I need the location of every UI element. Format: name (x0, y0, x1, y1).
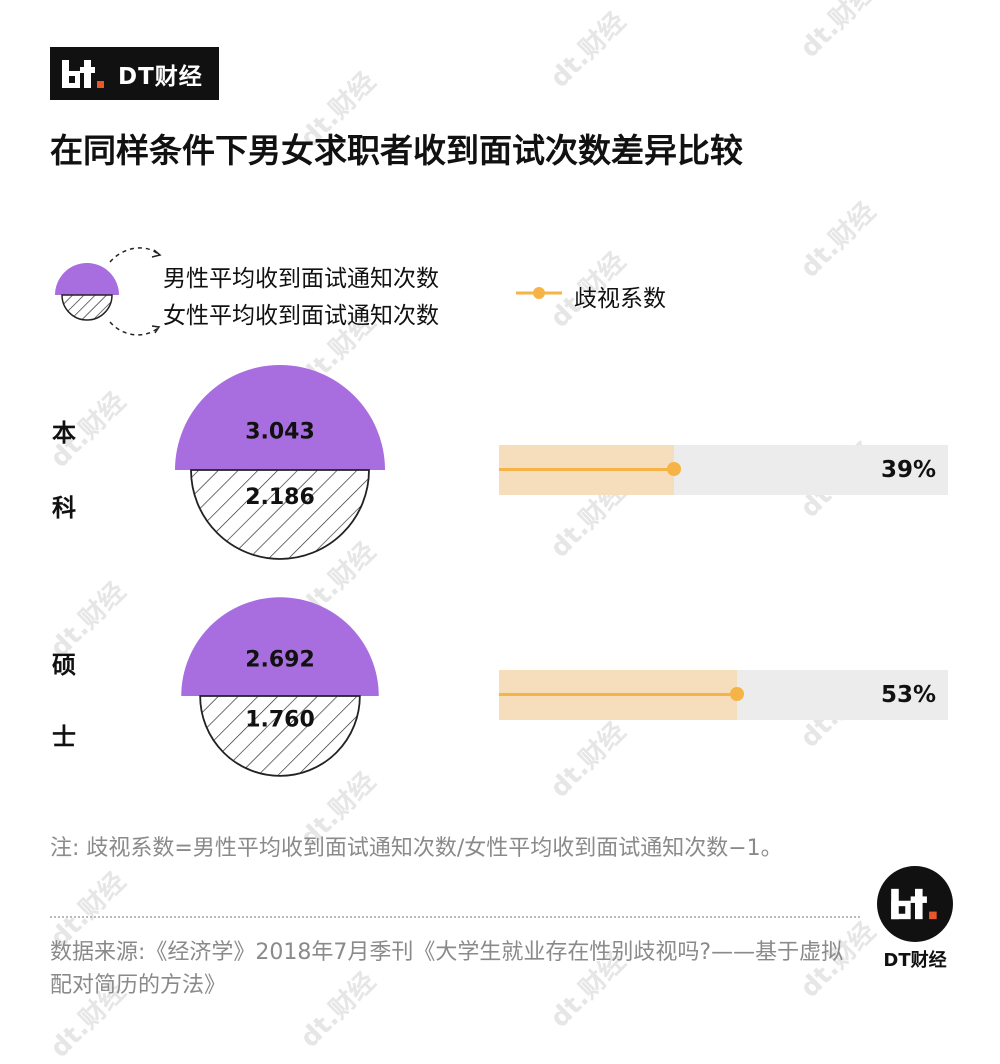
bar-dot (667, 462, 682, 476)
bachelor-discrimination-bar: 39% (499, 445, 948, 495)
female-value-label: 1.760 (245, 707, 315, 732)
dt-logo-icon (891, 888, 937, 920)
footer-brand-name: DT财经 (883, 950, 947, 971)
watermark: dt.财经 (794, 196, 882, 284)
brand-badge: DT财经 (50, 47, 219, 100)
dt-logo-icon (62, 59, 104, 88)
female-semicircle (190, 469, 370, 560)
brand-name: DT财经 (118, 63, 203, 90)
master-interview-circle: 2.692 1.760 (181, 597, 379, 777)
male-value-label: 3.043 (245, 420, 315, 445)
legend-line-dot-icon (516, 287, 562, 299)
bachelor-interview-circle: 3.043 2.186 (175, 365, 385, 560)
legend-discrimination-label: 歧视系数 (574, 286, 666, 312)
legend-male-label: 男性平均收到面试通知次数 (163, 266, 439, 292)
row-label-master-1: 硕 (52, 651, 76, 679)
row-label-bachelor-1: 本 (52, 419, 76, 447)
row-label-bachelor-2: 科 (52, 494, 76, 522)
male-semicircle (175, 365, 385, 470)
footnote: 注: 歧视系数=男性平均收到面试通知次数/女性平均收到面试通知次数−1。 (50, 836, 783, 861)
dotted-divider (50, 916, 860, 918)
row-label-master-2: 士 (52, 723, 76, 751)
watermark: dt.财经 (544, 6, 632, 94)
watermark: dt.财经 (544, 716, 632, 804)
bar-dot (729, 687, 744, 701)
female-value-label: 2.186 (245, 485, 315, 510)
data-source: 数据来源:《经济学》2018年7月季刊《大学生就业存在性别歧视吗?——基于虚拟配… (50, 940, 844, 998)
male-value-label: 2.692 (245, 647, 315, 672)
footer-logo (877, 866, 953, 942)
legend-female-label: 女性平均收到面试通知次数 (163, 303, 439, 329)
legend-circle-icon (55, 247, 162, 336)
master-discrimination-bar: 53% (499, 670, 948, 720)
watermark: dt.财经 (794, 0, 882, 64)
bar-line (499, 693, 737, 696)
discrimination-value-label: 53% (880, 682, 936, 708)
male-semicircle (181, 597, 379, 696)
female-semicircle (199, 695, 361, 777)
bar-line (499, 468, 675, 471)
page-title: 在同样条件下男女求职者收到面试次数差异比较 (50, 131, 743, 170)
discrimination-value-label: 39% (880, 457, 936, 483)
